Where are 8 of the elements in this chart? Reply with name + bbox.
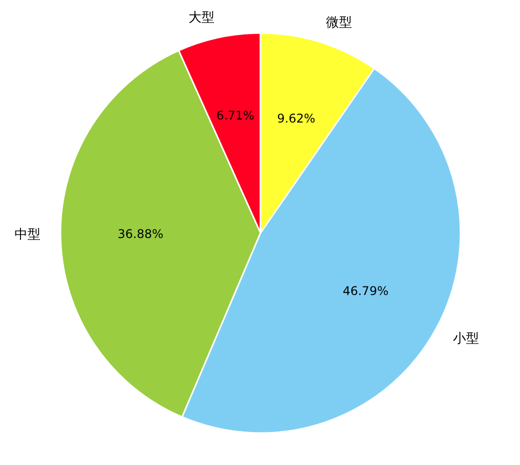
data-label: 46.79% xyxy=(342,284,388,298)
slice-label: 微型 xyxy=(326,15,352,30)
data-label: 9.62% xyxy=(277,111,316,126)
data-label: 6.71% xyxy=(216,108,254,123)
slice-label: 小型 xyxy=(453,332,480,347)
slice-label: 中型 xyxy=(14,228,41,243)
data-label: 36.88% xyxy=(118,227,164,242)
slice-label: 大型 xyxy=(188,10,214,26)
